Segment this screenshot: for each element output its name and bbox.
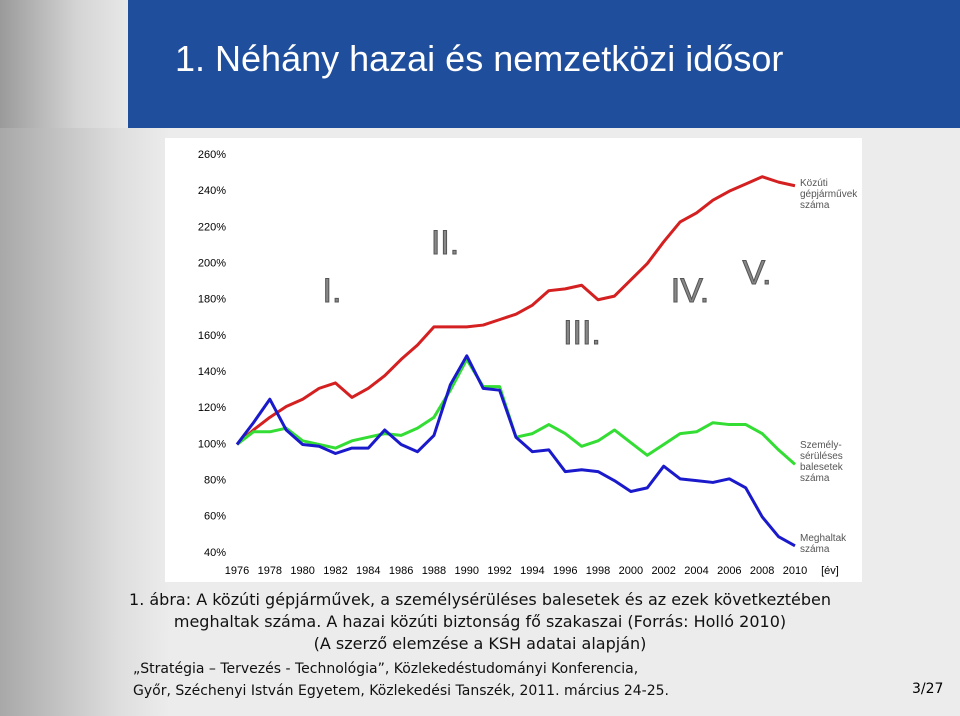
footer-line: „Stratégia – Tervezés - Technológia”, Kö… [133, 661, 639, 677]
y-tick-label: 40% [204, 547, 226, 559]
x-tick-label: 1984 [356, 565, 380, 577]
series-line [236, 175, 796, 446]
annotation: II. [431, 224, 459, 262]
chart-area [165, 138, 862, 582]
x-tick-label: 1992 [487, 565, 511, 577]
x-tick-label: 2010 [783, 565, 807, 577]
x-tick-label: 2000 [619, 565, 643, 577]
x-tick-label: 1996 [553, 565, 577, 577]
y-tick-label: 60% [204, 511, 226, 523]
x-tick-label: 2004 [684, 565, 708, 577]
x-tick-label: 1994 [520, 565, 544, 577]
y-tick-label: 100% [198, 438, 226, 450]
x-tick-label: 1982 [323, 565, 347, 577]
y-tick-label: 120% [198, 402, 226, 414]
x-axis-label: [év] [821, 565, 839, 577]
x-tick-label: 1988 [422, 565, 446, 577]
y-tick-label: 220% [198, 221, 226, 233]
series-line [235, 354, 796, 548]
x-tick-label: 1976 [225, 565, 249, 577]
x-tick-label: 1998 [586, 565, 610, 577]
y-tick-label: 80% [204, 475, 226, 487]
x-tick-label: 1980 [290, 565, 314, 577]
y-tick-label: 200% [198, 257, 226, 269]
series-label: Meghaltak száma [800, 533, 847, 555]
background-photo [0, 128, 170, 716]
y-tick-label: 180% [198, 294, 226, 306]
y-tick-label: 140% [198, 366, 226, 378]
caption-line: meghaltak száma. A hazai közúti biztonsá… [173, 612, 787, 631]
annotation: IV. [671, 272, 709, 310]
y-tick-label: 240% [198, 185, 226, 197]
caption-line: 1. ábra: A közúti gépjárművek, a személy… [129, 590, 831, 609]
series-label: Személy-sérüléses balesetek száma [800, 440, 843, 484]
y-tick-label: 160% [198, 330, 226, 342]
page-number: 3/27 [912, 681, 944, 697]
annotation: III. [563, 314, 601, 352]
x-tick-label: 1990 [455, 565, 479, 577]
y-tick-label: 260% [198, 149, 226, 161]
x-tick-label: 2002 [651, 565, 675, 577]
slide-title: 1. Néhány hazai és nemzetközi idősor [175, 38, 784, 79]
annotation: I. [323, 272, 342, 310]
caption-line: (A szerző elemzése a KSH adatai alapján) [313, 634, 647, 653]
footer-line: Győr, Széchenyi István Egyetem, Közleked… [133, 683, 669, 699]
annotation: V. [742, 254, 771, 292]
x-tick-label: 2006 [717, 565, 741, 577]
title-band [0, 0, 960, 128]
x-tick-label: 1978 [258, 565, 282, 577]
x-tick-label: 1986 [389, 565, 413, 577]
series-label: Közúti gépjárművek száma [800, 178, 858, 211]
x-tick-label: 2008 [750, 565, 774, 577]
